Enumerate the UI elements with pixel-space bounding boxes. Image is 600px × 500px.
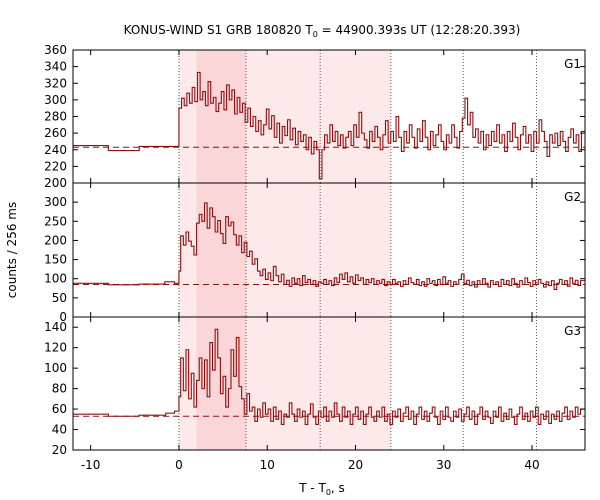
y-tick-label: 200 [44,233,67,247]
y-tick-label: 120 [44,341,67,355]
y-tick-label: 200 [44,176,67,190]
y-tick-label: 220 [44,159,67,173]
light-curve-g2 [73,202,585,290]
y-tick-label: 150 [44,253,67,267]
y-tick-label: 80 [52,382,67,396]
panel-frame [72,316,586,451]
shaded-interval-dark [196,50,247,183]
y-tick-label: 140 [44,320,67,334]
x-tick-label: 20 [348,458,363,472]
light-curve-g3 [73,328,585,425]
light-curve-g1 [73,71,585,180]
y-tick-label: 50 [52,291,67,305]
y-tick-label: 100 [44,272,67,286]
y-tick-label: 40 [52,423,67,437]
y-tick-label: 340 [44,60,67,74]
x-tick-label: 40 [524,458,539,472]
x-tick-label: 30 [436,458,451,472]
x-axis-label: T - T0, s [298,481,345,497]
y-tick-label: 60 [52,402,67,416]
y-tick-label: 300 [44,195,67,209]
y-axis-label: counts / 256 ms [5,202,19,298]
panels: 200220240260280300320340360G105010015020… [44,43,586,472]
y-tick-label: 100 [44,361,67,375]
y-tick-label: 280 [44,110,67,124]
panel-g1: 200 220 240 260 280 300 320 340 360 G1 [44,43,586,190]
y-tick-label: 300 [44,93,67,107]
panel-g3: 20 40 60 80 100 120 140 G3 [44,316,586,457]
y-tick-label: 260 [44,126,67,140]
y-tick-label: 20 [52,443,67,457]
panel-g2: 0 50 100 150 200 250 300 G2 [44,182,586,324]
chart-title: KONUS-WIND S1 GRB 180820 T0 = 44900.393s… [124,23,521,39]
y-tick-label: 240 [44,143,67,157]
y-tick-label: 360 [44,43,67,57]
y-tick-label: 0 [59,310,67,324]
x-tick-label: 0 [175,458,183,472]
x-tick-label: -10 [81,458,101,472]
panel-label: G3 [564,324,581,338]
panel-label: G1 [564,57,581,71]
panel-label: G2 [564,190,581,204]
y-tick-label: 320 [44,76,67,90]
x-tick-label: 10 [260,458,275,472]
y-tick-label: 250 [44,214,67,228]
